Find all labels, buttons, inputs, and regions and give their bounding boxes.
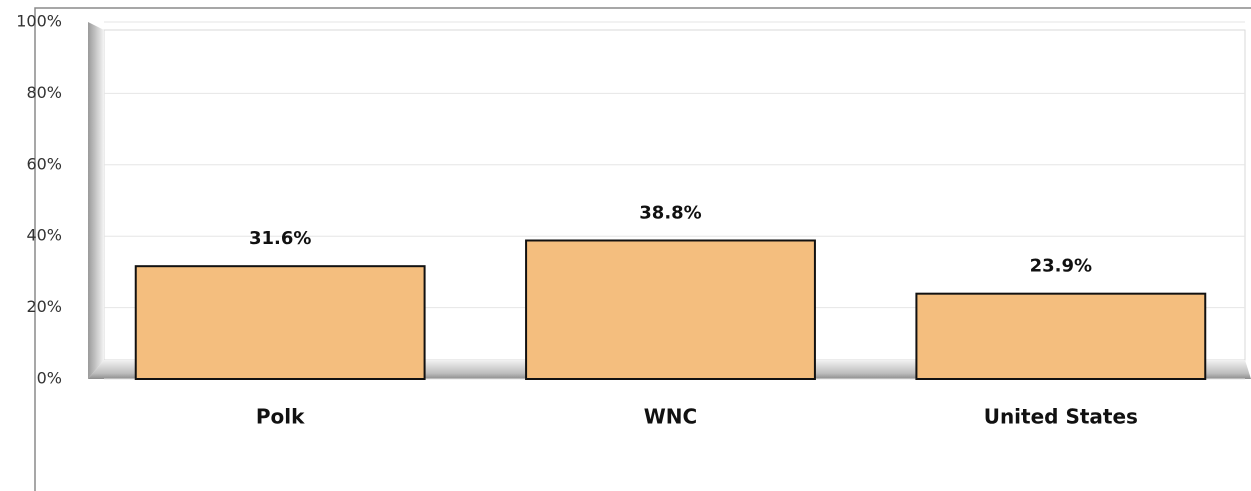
chart-frame (34, 7, 1251, 491)
y-tick-label: 60% (26, 154, 62, 173)
y-tick-label: 20% (26, 297, 62, 316)
data-label: 38.8% (639, 202, 701, 223)
y-tick-label: 100% (16, 12, 62, 31)
data-label: 23.9% (1030, 256, 1092, 277)
side-wall (88, 22, 104, 379)
bar (525, 239, 816, 380)
x-tick-label: Polk (256, 405, 305, 429)
y-tick-label: 40% (26, 226, 62, 245)
x-tick-label: WNC (644, 405, 697, 429)
x-tick-label: United States (984, 405, 1138, 429)
y-tick-label: 80% (26, 83, 62, 102)
y-tick-label: 0% (37, 369, 62, 388)
bar (134, 265, 426, 380)
data-label: 31.6% (249, 228, 311, 249)
bar (915, 292, 1207, 380)
